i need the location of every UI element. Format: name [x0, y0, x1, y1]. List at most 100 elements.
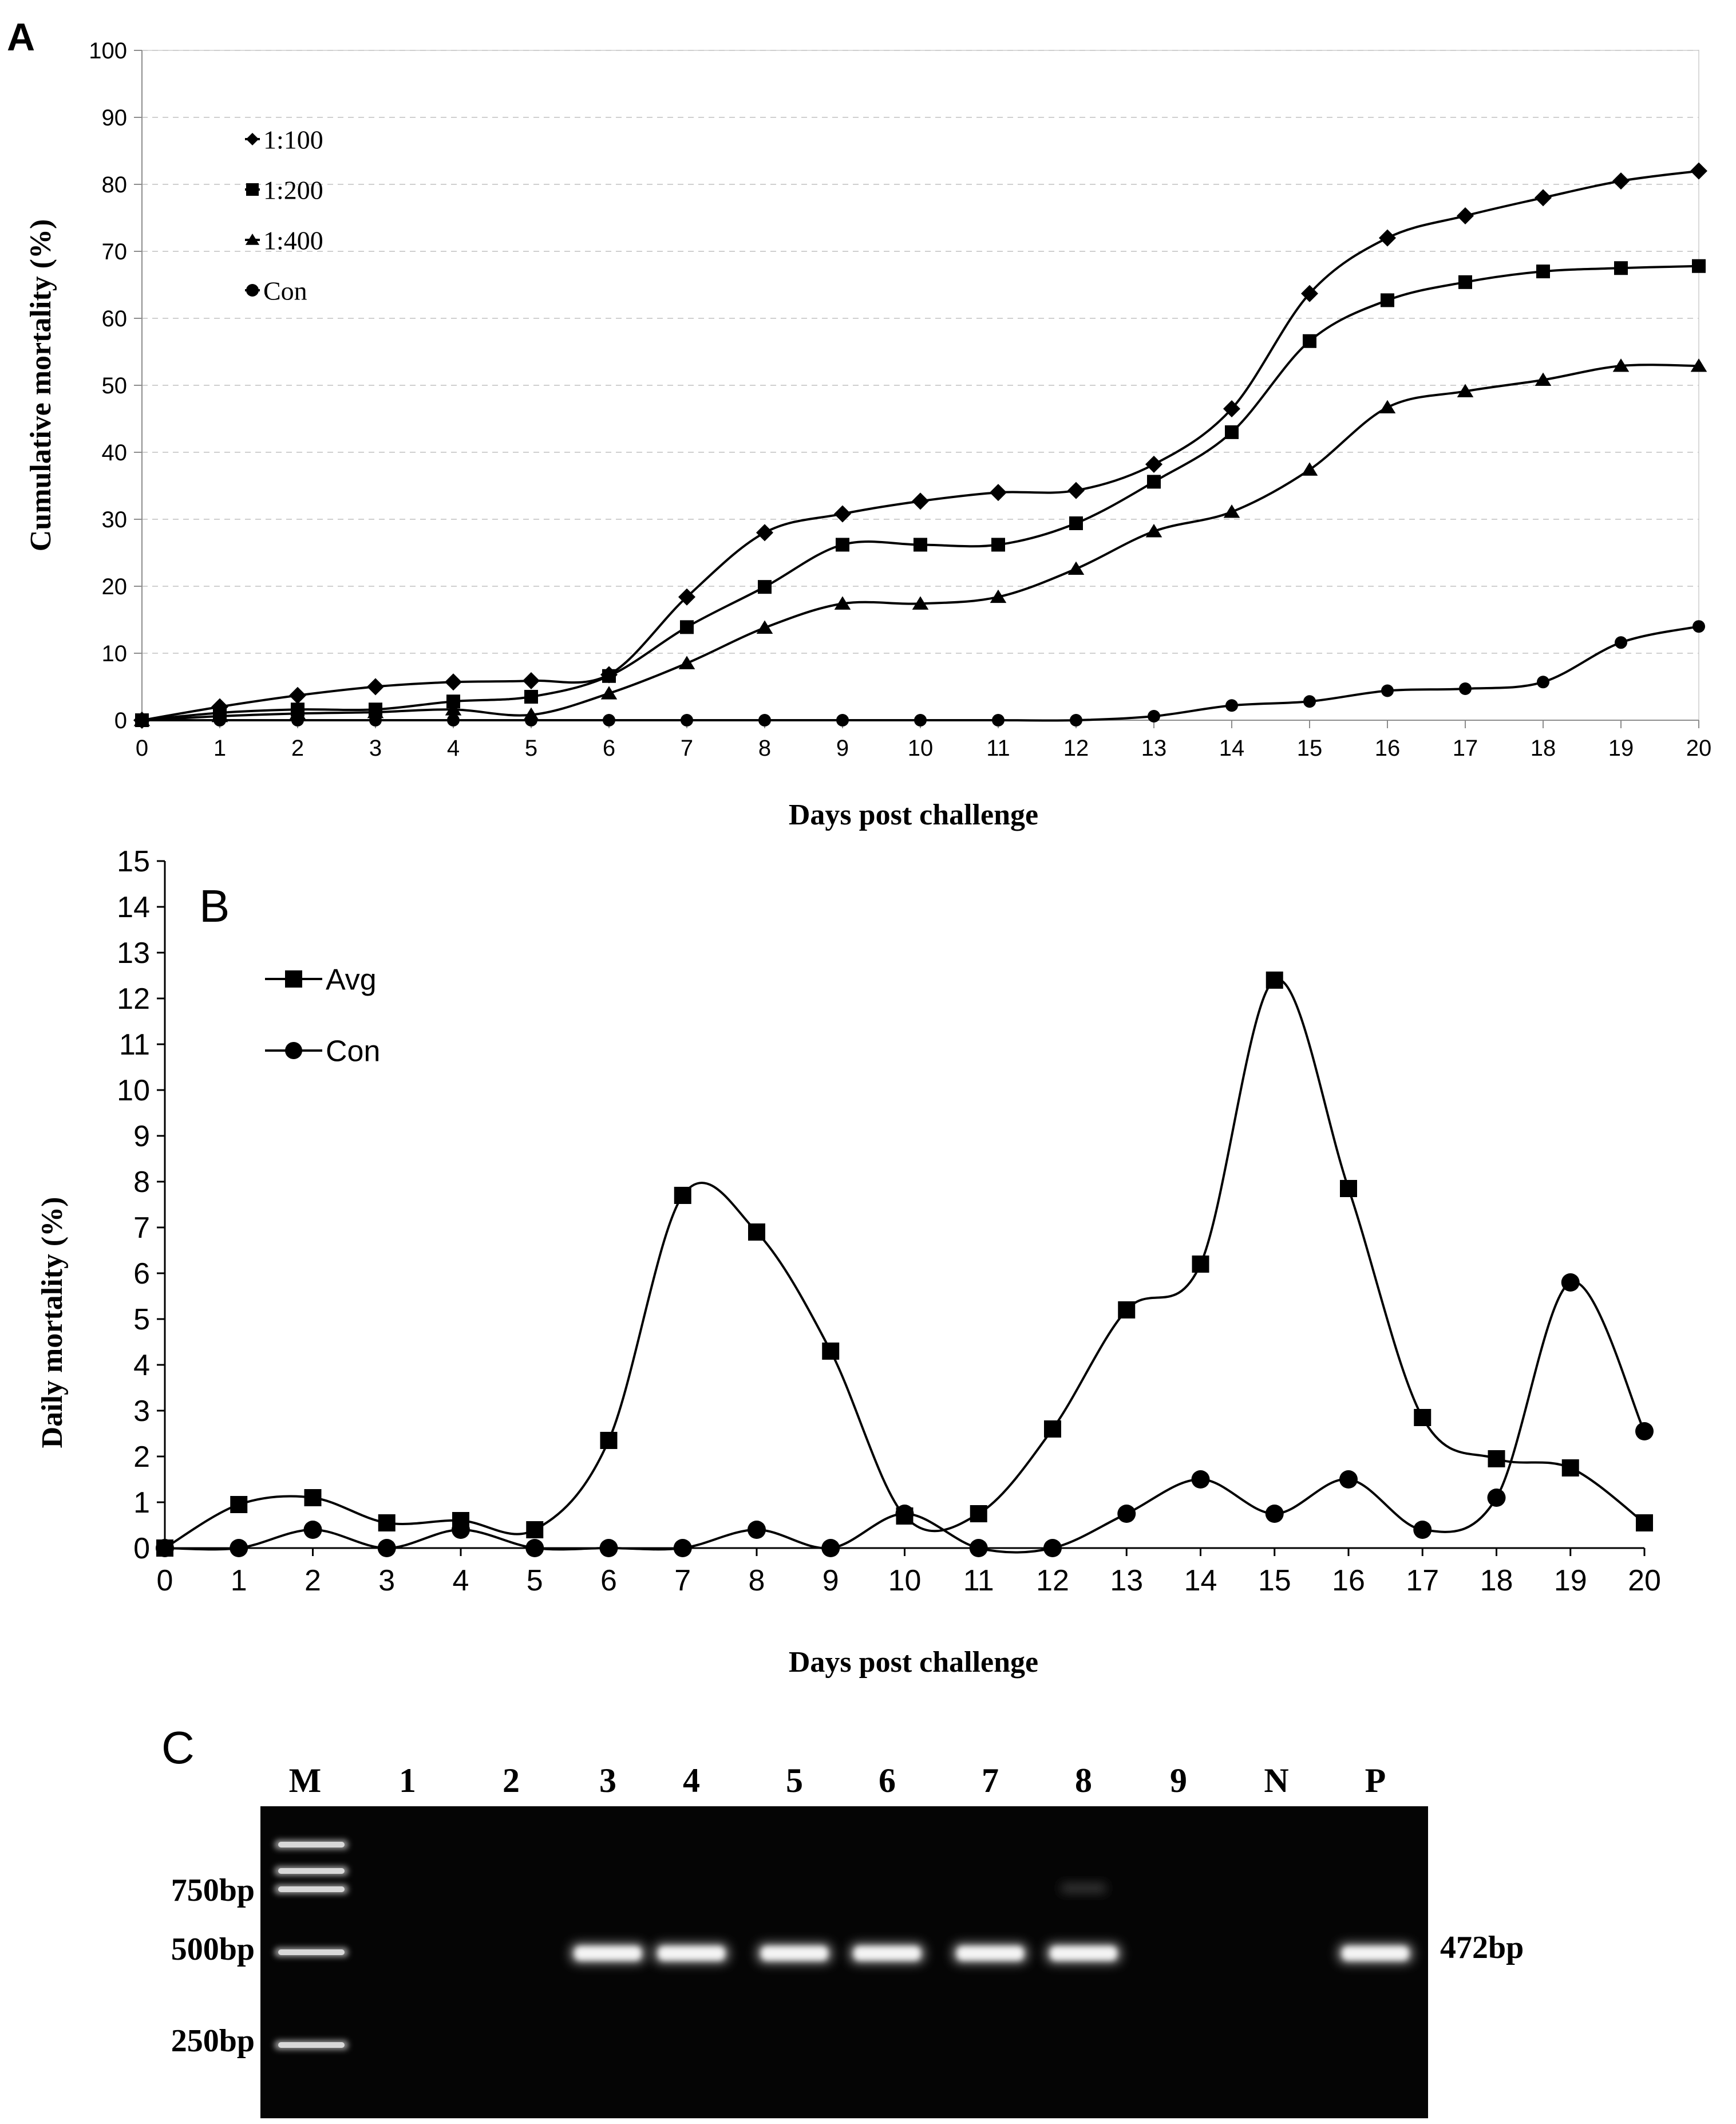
- point-1-200-day-17: [1458, 275, 1472, 289]
- ladder-band-0: [278, 1842, 345, 1847]
- x-tick-label-6: 6: [603, 736, 615, 761]
- x-tick-label-5: 5: [527, 1564, 543, 1597]
- point-1-400-day-18: [1535, 372, 1552, 386]
- y-tick-label-80: 80: [102, 172, 128, 198]
- gel-band-lane-3: [575, 1947, 641, 1960]
- legend-label-1-400: 1:400: [263, 226, 323, 255]
- point-con-day-15: [1265, 1505, 1284, 1523]
- point-con-day-7: [673, 1539, 692, 1557]
- gel-lane-label-7: 7: [982, 1762, 999, 1799]
- point-1-400-day-11: [990, 589, 1007, 603]
- point-1-200-day-8: [758, 580, 772, 594]
- point-avg-day-11: [970, 1505, 987, 1522]
- x-tick-label-8: 8: [758, 736, 771, 761]
- point-avg-day-5: [526, 1521, 544, 1538]
- legend-item-avg: Avg: [265, 964, 377, 997]
- point-con-day-10: [895, 1505, 914, 1523]
- point-con-day-18: [1537, 676, 1549, 689]
- point-1-400-day-15: [1301, 462, 1318, 476]
- legend-item-1-400: 1:400: [245, 226, 323, 255]
- x-tick-label-11: 11: [986, 736, 1010, 761]
- x-tick-label-10: 10: [888, 1564, 922, 1597]
- x-tick-label-20: 20: [1628, 1564, 1661, 1597]
- point-con-day-12: [1070, 714, 1082, 727]
- point-1-100-day-5: [523, 672, 540, 689]
- gel-band-lane-7: [957, 1947, 1023, 1960]
- panel-a-legend: 1:100 1:200 1:400 Con: [245, 125, 323, 306]
- point-con-day-16: [1339, 1470, 1358, 1489]
- point-con-day-17: [1459, 682, 1472, 696]
- legend-label-avg: Avg: [326, 964, 377, 997]
- point-con-day-11: [992, 714, 1005, 727]
- point-1-400-day-16: [1379, 400, 1396, 414]
- x-tick-label-3: 3: [378, 1564, 395, 1597]
- x-tick-label-0: 0: [136, 736, 148, 761]
- point-con-day-17: [1413, 1521, 1432, 1539]
- point-1-100-day-16: [1379, 229, 1396, 247]
- point-1-200-day-15: [1303, 334, 1316, 348]
- gel-band-lane-5: [761, 1947, 828, 1960]
- gel-lane-label-n: N: [1264, 1762, 1288, 1799]
- point-1-200-day-16: [1381, 293, 1394, 307]
- point-con-day-20: [1635, 1422, 1654, 1440]
- y-tick-label-0: 0: [114, 708, 127, 733]
- point-avg-day-13: [1118, 1301, 1136, 1318]
- point-1-100-day-9: [834, 505, 851, 523]
- gel-product-size-label: 472bp: [1440, 1930, 1524, 1965]
- panel-b-legend: Avg Con: [265, 964, 380, 1068]
- series-con: [136, 620, 1705, 727]
- point-avg-day-19: [1561, 1459, 1579, 1476]
- point-avg-day-9: [822, 1343, 840, 1360]
- x-tick-label-16: 16: [1375, 736, 1401, 761]
- gel-bands: [570, 1884, 1413, 1964]
- y-tick-label-9: 9: [133, 1120, 150, 1153]
- point-con-day-8: [748, 1521, 766, 1539]
- x-tick-label-12: 12: [1036, 1564, 1069, 1597]
- x-tick-label-9: 9: [836, 736, 849, 761]
- point-1-100-day-10: [912, 492, 929, 510]
- point-con-day-7: [681, 714, 693, 727]
- x-tick-label-6: 6: [600, 1564, 617, 1597]
- panel-b-series: [156, 972, 1654, 1557]
- point-1-200-day-18: [1536, 264, 1550, 279]
- point-1-400-day-19: [1612, 358, 1630, 372]
- gel-marker-label-750bp: 750bp: [171, 1873, 255, 1908]
- x-tick-label-14: 14: [1184, 1564, 1217, 1597]
- x-tick-label-15: 15: [1297, 736, 1323, 761]
- legend-marker-1-400: [245, 234, 260, 245]
- point-con-day-20: [1692, 620, 1705, 633]
- legend-item-1-200: 1:200: [245, 176, 323, 205]
- x-tick-label-19: 19: [1554, 1564, 1587, 1597]
- y-tick-label-2: 2: [133, 1440, 150, 1474]
- point-1-400-day-8: [756, 620, 773, 634]
- panel-a-x-axis-title: Days post challenge: [789, 799, 1038, 831]
- y-tick-label-10: 10: [102, 641, 128, 666]
- legend-label-1-200: 1:200: [263, 176, 323, 205]
- x-tick-label-4: 4: [453, 1564, 469, 1597]
- panel-a-x-tick-labels: 0 1 2 3 4 5 6 7 8 9 10 11 12 13 14 15 16 17 18 19 20: [136, 736, 1711, 761]
- y-tick-label-7: 7: [133, 1211, 150, 1245]
- point-con-day-8: [758, 714, 771, 727]
- gel-band-lane-8: [1050, 1947, 1117, 1960]
- series-1-400: [133, 358, 1707, 727]
- point-con-day-12: [1043, 1539, 1062, 1557]
- panel-b-x-tick-labels: 0 1 2 3 4 5 6 7 8 9 10 11 12 13 14 15 16 17 18 19 20: [157, 1564, 1661, 1597]
- x-tick-label-15: 15: [1258, 1564, 1291, 1597]
- point-1-400-day-9: [834, 596, 851, 610]
- point-con-day-13: [1148, 709, 1160, 723]
- point-con-day-4: [447, 714, 460, 727]
- legend-label-con: Con: [263, 277, 307, 306]
- x-tick-label-3: 3: [369, 736, 382, 761]
- point-con-day-19: [1615, 636, 1627, 649]
- gel-lane-label-9: 9: [1170, 1762, 1187, 1799]
- series-line-avg: [164, 978, 1646, 1549]
- x-tick-label-16: 16: [1332, 1564, 1365, 1597]
- series-line-1-100: [141, 169, 1699, 721]
- y-tick-label-14: 14: [117, 891, 150, 924]
- point-con-day-9: [836, 714, 849, 727]
- point-1-100-day-4: [445, 673, 462, 691]
- panel-a-grid: [142, 50, 1699, 654]
- point-avg-day-15: [1266, 972, 1283, 989]
- y-tick-label-10: 10: [117, 1074, 150, 1107]
